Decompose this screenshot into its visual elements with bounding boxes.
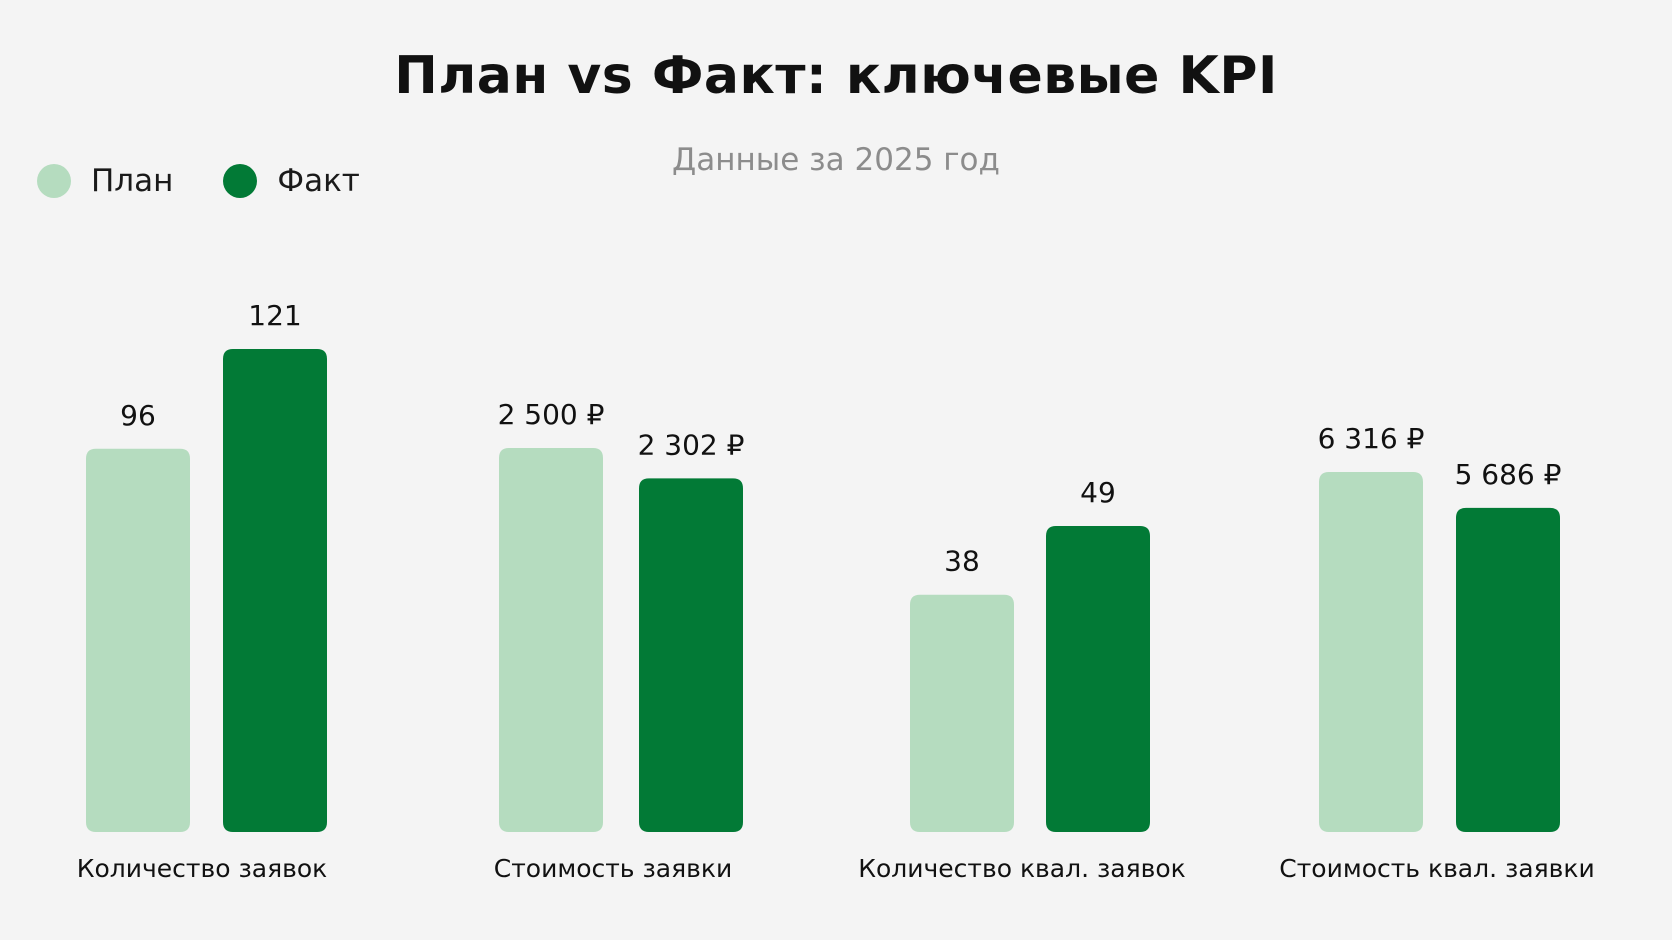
value-label-fact-4: 5 686 ₽ <box>1455 458 1562 491</box>
category-label-2: Стоимость заявки <box>494 854 732 883</box>
value-label-fact-2: 2 302 ₽ <box>638 428 745 461</box>
category-label-4: Стоимость квал. заявки <box>1279 854 1594 883</box>
category-label-3: Количество квал. заявок <box>858 854 1186 883</box>
bar-fact-1 <box>223 349 327 832</box>
bar-plan-4 <box>1319 472 1423 832</box>
bar-plan-3 <box>910 594 1014 832</box>
value-label-plan-1: 96 <box>120 399 156 432</box>
chart-subtitle: Данные за 2025 год <box>672 142 1000 178</box>
value-label-fact-3: 49 <box>1080 476 1116 509</box>
legend-swatch-fact <box>223 164 258 198</box>
value-label-plan-3: 38 <box>944 545 980 578</box>
legend-item-plan: План <box>37 163 173 199</box>
bar-plan-2 <box>499 448 603 832</box>
bar-plan-1 <box>86 448 190 832</box>
chart-title: План vs Факт: ключевые KPI <box>394 46 1278 106</box>
value-label-plan-2: 2 500 ₽ <box>498 398 605 431</box>
bar-fact-4 <box>1456 507 1560 832</box>
legend-label-plan: План <box>91 163 174 199</box>
legend: План Факт <box>37 163 410 199</box>
legend-swatch-plan <box>37 164 71 198</box>
legend-label-fact: Факт <box>277 163 360 199</box>
value-label-plan-4: 6 316 ₽ <box>1318 422 1425 455</box>
category-label-1: Количество заявок <box>77 854 328 883</box>
value-label-fact-1: 121 <box>248 299 301 332</box>
legend-item-fact: Факт <box>223 163 360 199</box>
bar-fact-3 <box>1046 526 1150 832</box>
bar-fact-2 <box>639 478 743 832</box>
